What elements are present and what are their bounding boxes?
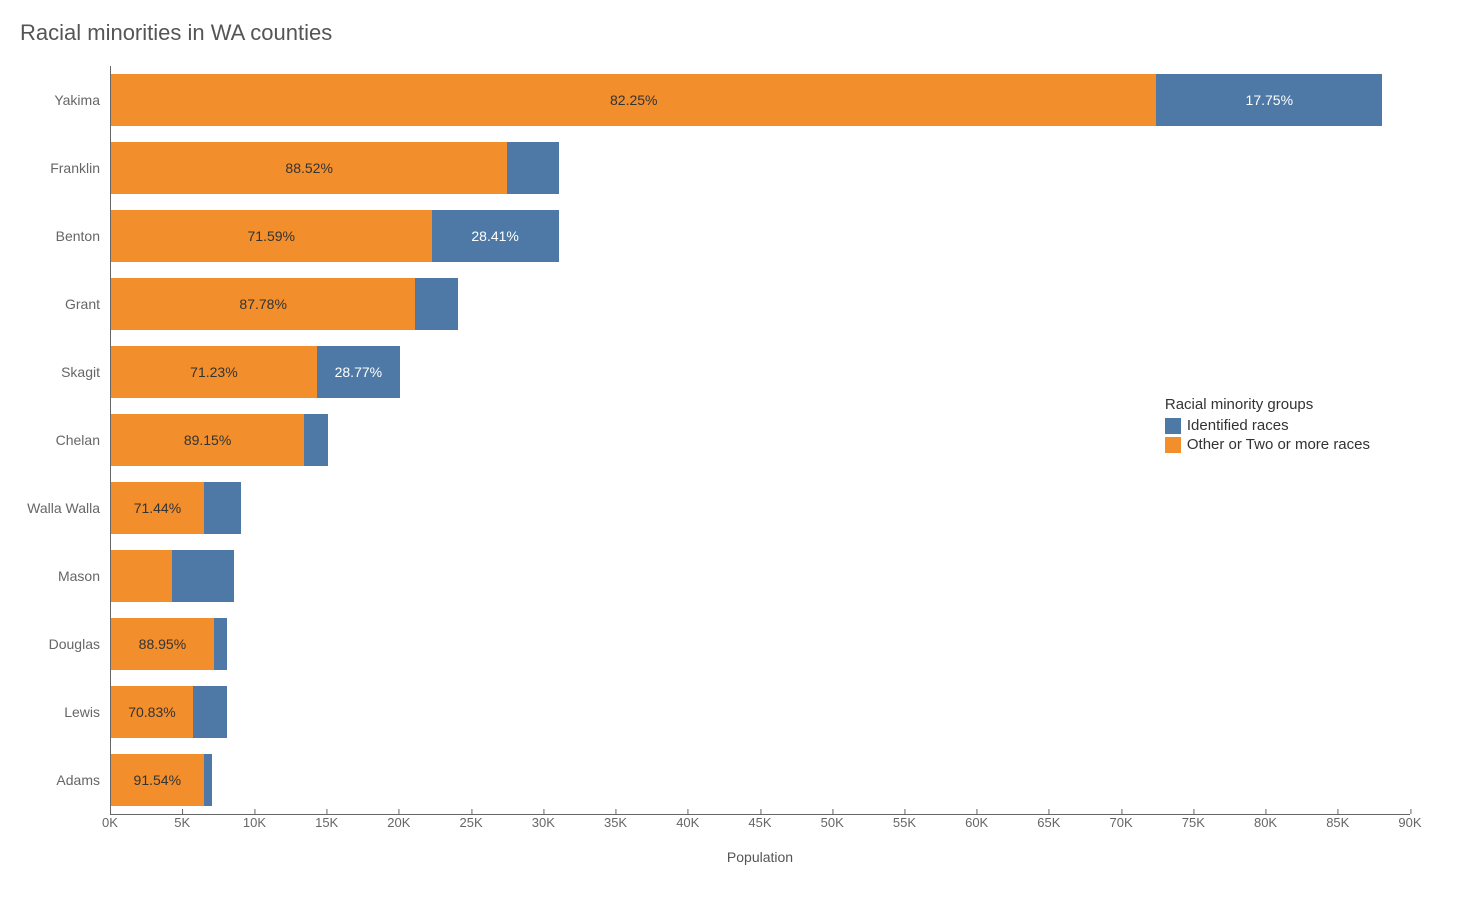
- x-axis-tick: 50K: [821, 815, 844, 830]
- bar-segment-identified[interactable]: [304, 414, 328, 466]
- bar-row: 70.83%: [111, 678, 1410, 746]
- y-axis-label: Adams: [20, 746, 110, 814]
- bar-segment-identified[interactable]: [214, 618, 227, 670]
- bar-segment-other[interactable]: 71.44%: [111, 482, 204, 534]
- chart-container: YakimaFranklinBentonGrantSkagitChelanWal…: [20, 66, 1446, 815]
- x-axis-tick: 0K: [102, 815, 118, 830]
- y-axis-label: Mason: [20, 542, 110, 610]
- legend: Racial minority groups Identified races O…: [1165, 396, 1370, 455]
- y-axis-label: Skagit: [20, 338, 110, 406]
- x-axis-tick: 90K: [1398, 815, 1421, 830]
- y-axis-label: Chelan: [20, 406, 110, 474]
- bar-segment-identified[interactable]: 28.77%: [317, 346, 400, 398]
- x-axis-tick: 30K: [532, 815, 555, 830]
- x-axis-tick: 65K: [1037, 815, 1060, 830]
- legend-swatch: [1165, 418, 1181, 434]
- y-axis-label: Walla Walla: [20, 474, 110, 542]
- bar-segment-other[interactable]: 71.23%: [111, 346, 317, 398]
- legend-item: Identified races: [1165, 417, 1370, 434]
- x-axis-tick: 5K: [174, 815, 190, 830]
- bar-row: 87.78%: [111, 270, 1410, 338]
- bar-segment-identified[interactable]: [193, 686, 227, 738]
- legend-item: Other or Two or more races: [1165, 436, 1370, 453]
- x-axis-tick: 25K: [460, 815, 483, 830]
- legend-label: Identified races: [1187, 417, 1289, 434]
- bar-row: 71.59%28.41%: [111, 202, 1410, 270]
- bar-segment-other[interactable]: [111, 550, 172, 602]
- bar-row: 91.54%: [111, 746, 1410, 814]
- x-axis-tick: 80K: [1254, 815, 1277, 830]
- y-axis: YakimaFranklinBentonGrantSkagitChelanWal…: [20, 66, 110, 815]
- x-axis-tick: 70K: [1110, 815, 1133, 830]
- x-axis-tick: 60K: [965, 815, 988, 830]
- bar-segment-other[interactable]: 82.25%: [111, 74, 1156, 126]
- bar-segment-identified[interactable]: 28.41%: [432, 210, 559, 262]
- bar-segment-identified[interactable]: [415, 278, 457, 330]
- x-axis-tick: 10K: [243, 815, 266, 830]
- legend-items: Identified races Other or Two or more rac…: [1165, 417, 1370, 453]
- plot-area: 82.25%17.75% 88.52% 71.59%28.41% 87.78% 71.2…: [110, 66, 1410, 815]
- bar-segment-other[interactable]: 91.54%: [111, 754, 204, 806]
- y-axis-label: Grant: [20, 270, 110, 338]
- y-axis-label: Yakima: [20, 66, 110, 134]
- x-axis-tick: 15K: [315, 815, 338, 830]
- x-axis-tick: 75K: [1182, 815, 1205, 830]
- legend-label: Other or Two or more races: [1187, 436, 1370, 453]
- bar-segment-identified[interactable]: [204, 482, 241, 534]
- bar-segment-identified[interactable]: [204, 754, 213, 806]
- y-axis-label: Franklin: [20, 134, 110, 202]
- x-axis-tick: 20K: [387, 815, 410, 830]
- bar-segment-identified[interactable]: [507, 142, 558, 194]
- bar-segment-other[interactable]: 70.83%: [111, 686, 193, 738]
- bar-row: [111, 542, 1410, 610]
- bar-segment-other[interactable]: 89.15%: [111, 414, 304, 466]
- x-axis-tick: 35K: [604, 815, 627, 830]
- x-axis-tick: 45K: [748, 815, 771, 830]
- bar-row: 88.52%: [111, 134, 1410, 202]
- bar-segment-identified[interactable]: 17.75%: [1156, 74, 1382, 126]
- bar-segment-other[interactable]: 87.78%: [111, 278, 415, 330]
- bar-row: 82.25%17.75%: [111, 66, 1410, 134]
- bar-segment-other[interactable]: 71.59%: [111, 210, 432, 262]
- y-axis-label: Douglas: [20, 610, 110, 678]
- y-axis-label: Benton: [20, 202, 110, 270]
- x-axis-tick: 85K: [1326, 815, 1349, 830]
- x-axis-tick: 55K: [893, 815, 916, 830]
- bar-row: 71.44%: [111, 474, 1410, 542]
- x-axis-label: Population: [110, 849, 1410, 865]
- legend-title: Racial minority groups: [1165, 396, 1370, 413]
- x-axis: 0K5K10K15K20K25K30K35K40K45K50K55K60K65K…: [110, 815, 1410, 845]
- bar-segment-identified[interactable]: [172, 550, 233, 602]
- y-axis-label: Lewis: [20, 678, 110, 746]
- bar-row: 88.95%: [111, 610, 1410, 678]
- bar-segment-other[interactable]: 88.52%: [111, 142, 507, 194]
- bar-segment-other[interactable]: 88.95%: [111, 618, 214, 670]
- chart-title: Racial minorities in WA counties: [20, 20, 1446, 46]
- legend-swatch: [1165, 437, 1181, 453]
- x-axis-tick: 40K: [676, 815, 699, 830]
